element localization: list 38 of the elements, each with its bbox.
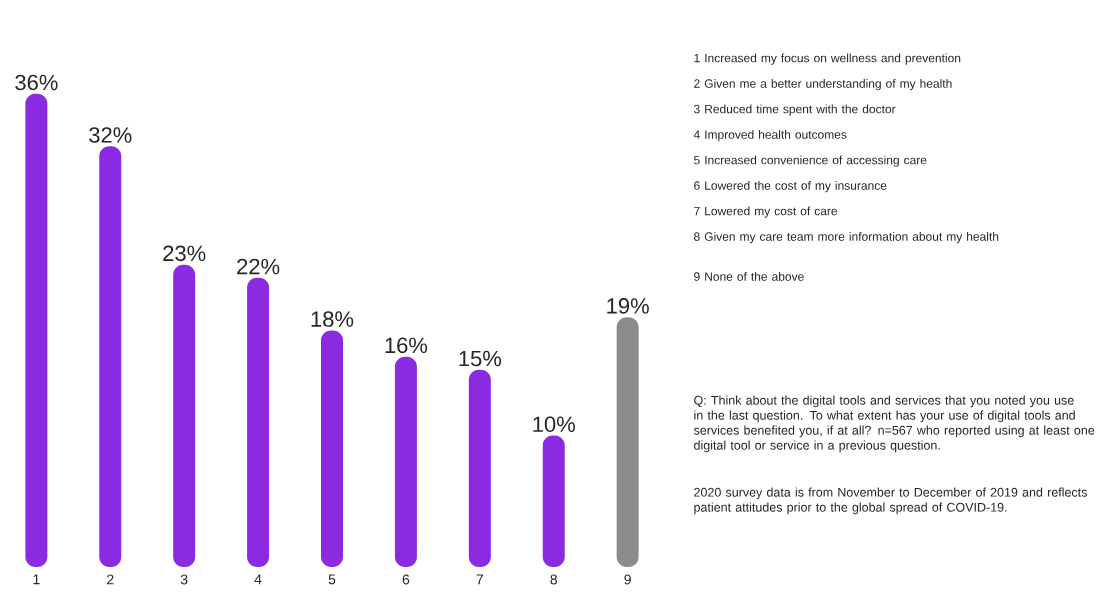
- bar: [173, 264, 196, 567]
- data-label: 32%: [89, 127, 132, 143]
- data-label: 16%: [385, 337, 428, 354]
- bar: [247, 277, 270, 567]
- x-tick-label: 6: [402, 574, 410, 585]
- bar: [542, 435, 565, 567]
- text: 8 Given my care team more information about my health: [694, 232, 999, 244]
- x-tick-label: 2: [107, 574, 114, 585]
- bar: [468, 369, 491, 567]
- x-tick-label: 9: [624, 574, 631, 585]
- text: 2 Given me a better understanding of my health: [694, 79, 952, 91]
- data-label: 10%: [533, 416, 575, 433]
- text: 4 Improved health outcomes: [693, 130, 847, 142]
- data-label: 23%: [163, 245, 206, 262]
- text: 3 Reduced time spent with the doctor: [693, 104, 896, 116]
- data-label: 15%: [459, 350, 502, 367]
- x-tick-label: 3: [180, 574, 188, 585]
- text: 9 None of the above: [694, 272, 804, 281]
- bar: [25, 93, 48, 567]
- data-label: 18%: [311, 311, 354, 327]
- x-tick-label: 5: [328, 574, 336, 585]
- text: Q: Think about the digital tools and services that you noted you use in the last question. To what extent has your use of digital tools and services benefited you, if at all? n=567 who reported using at least one digital tool or service in a previous question.: [693, 395, 1095, 453]
- bar: [394, 356, 417, 567]
- bar: [616, 317, 639, 567]
- text: 6 Lowered the cost of my insurance: [694, 181, 887, 193]
- text: 5 Increased convenience of accessing care: [694, 155, 927, 167]
- bar: [99, 146, 122, 567]
- data-label: 19%: [607, 298, 649, 314]
- x-tick-label: 8: [550, 574, 558, 585]
- text: 7 Lowered my cost of care: [694, 206, 838, 218]
- text: 1 Increased my focus on wellness and prevention: [694, 53, 961, 65]
- text: 2020 survey data is from November to December of 2019 and reflects patient attitudes prior to the global spread of COVID-19.: [694, 487, 1087, 515]
- x-tick-label: 7: [476, 574, 484, 585]
- x-tick-label: 4: [254, 574, 262, 585]
- bar: [321, 330, 343, 567]
- data-label: 36%: [15, 74, 58, 91]
- x-tick-label: 1: [33, 574, 40, 585]
- data-label: 22%: [237, 258, 280, 275]
